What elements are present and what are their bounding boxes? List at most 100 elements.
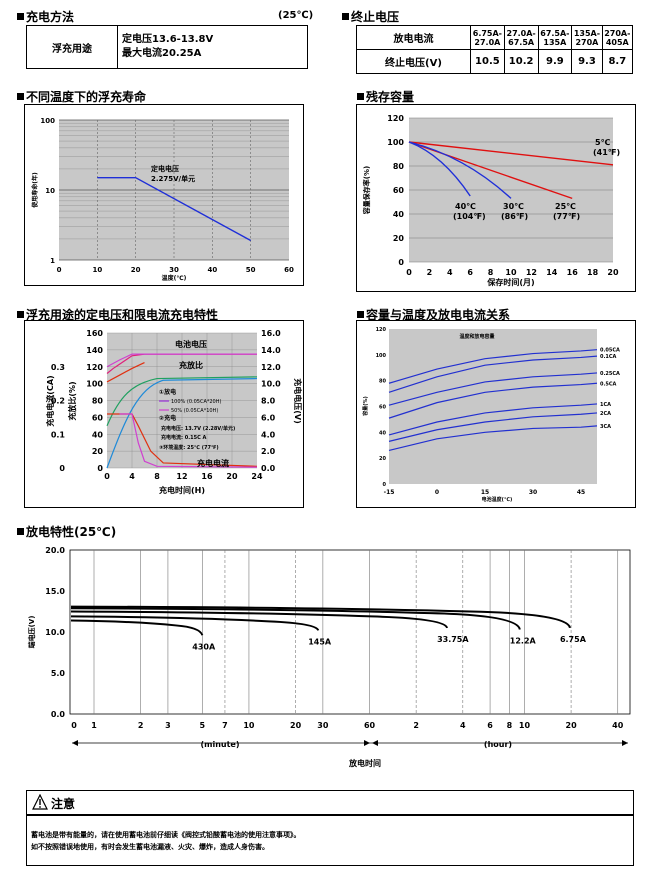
y-tick-label: 0.0 (51, 710, 66, 719)
inner-title: 温度和放电容量 (459, 333, 494, 340)
x-axis-label: 放电时间 (348, 758, 381, 768)
y-tick-ratio: 80 (92, 397, 104, 406)
y-tick-label: 100 (387, 138, 404, 147)
legend-discharge: ①放电 (159, 388, 176, 396)
discharge-svg: 0.0 5.0 10.0 15.0 20.0 430A 145A 33.75A 12.2A 6.… (27, 546, 631, 768)
x-tick-hour: 8 (507, 721, 513, 730)
charge-row-label: 浮充用途 (26, 25, 118, 69)
y-tick-ratio: 120 (86, 363, 103, 372)
discharge-curve (70, 605, 571, 629)
x-tick-label: 0 (435, 489, 439, 496)
y-tick-label: 0 (383, 482, 387, 488)
x-tick-label: 20 (131, 266, 141, 274)
voltage-curve-3 (106, 361, 145, 383)
cutoff-value: 10.2 (503, 49, 539, 74)
x-tick-min: 7 (222, 721, 228, 730)
x-tick-min: 0 (71, 721, 77, 730)
series-line (388, 425, 598, 451)
y-tick-ratio: 140 (86, 346, 103, 355)
grid (59, 119, 289, 261)
y-tick-voltage: 4.0 (261, 430, 276, 439)
cutoff-header-label: 放电电流 (356, 25, 471, 50)
x-tick-label: -15 (384, 489, 395, 496)
discharge-curve (70, 615, 320, 631)
series-lines (408, 141, 614, 200)
y-tick-voltage: 2.0 (261, 447, 276, 456)
curve-label: 430A (192, 642, 216, 651)
float-char-title: 浮充用途的定电压和限电流充电特性 (17, 306, 218, 323)
y-tick-label: 15.0 (45, 587, 65, 596)
y-tick-label: 100 (376, 353, 387, 359)
series-label: 0.05CA (600, 348, 620, 354)
cutoff-table: 放电电流 6.75A- 27.0A 27.0A- 67.5A 67.5A- 13… (356, 25, 634, 74)
legend-cc: 充电电流: 0.15C A (161, 434, 206, 441)
x-tick-hour: 4 (460, 721, 466, 730)
y-tick-voltage: 0.0 (261, 464, 276, 473)
ticks: 0 10 20 30 40 50 60 100 10 1 (40, 117, 294, 274)
warning-icon (32, 793, 48, 810)
y-tick-voltage: 16.0 (261, 329, 281, 338)
float-char-chart: 0 4 8 12 16 20 24 0 20 40 60 80 100 120 140 160 0.0 2.0 4.… (24, 320, 304, 508)
notice-header: 注意 (26, 790, 634, 816)
x-tick-label: 0 (406, 268, 412, 277)
y-tick-ratio: 40 (92, 430, 104, 439)
y-tick-voltage: 6.0 (261, 413, 276, 422)
y-tick-label: 10 (45, 187, 55, 195)
y-tick-label: 20 (379, 456, 386, 462)
y-tick-label: 120 (376, 327, 387, 333)
notice-body: 蓄电池是带有能量的，请在使用蓄电池前仔细读《阀控式铅酸蓄电池的使用注意事项》。 … (26, 814, 634, 866)
y-tick-ratio: 20 (92, 447, 104, 456)
float-life-title: 不同温度下的浮充寿命 (17, 88, 146, 105)
y-axis-label: 使用寿命(年) (31, 172, 39, 209)
series-label: 2CA (600, 411, 611, 417)
x-tick-label: 6 (467, 268, 473, 277)
x-tick-min: 2 (138, 721, 144, 730)
legend-d50: 50% (0.05CA*10H) (171, 408, 218, 414)
notice-line-2: 如不按照错误地使用，有时会发生蓄电池漏液、火灾、爆炸，造成人身伤害。 (31, 843, 269, 851)
notice-title: 注意 (51, 797, 76, 811)
y-tick-current: 0.3 (51, 363, 65, 372)
x-tick-label: 30 (169, 266, 179, 274)
series-sublabel: (104℉) (453, 212, 486, 221)
x-tick-label: 16 (201, 472, 213, 481)
x-tick-label: 12 (526, 268, 537, 277)
x-tick-label: 4 (447, 268, 453, 277)
x-tick-min: 3 (165, 721, 171, 730)
x-tick-label: 2 (427, 268, 433, 277)
x-tick-min: 1 (91, 721, 97, 730)
x-tick-hour: 10 (519, 721, 531, 730)
curve-label: 6.75A (560, 635, 587, 644)
x-tick-label: 45 (577, 489, 585, 496)
y-tick-label: 20.0 (45, 546, 65, 555)
series-label: 1CA (600, 402, 611, 408)
cutoff-col: 67.5A- 135A (537, 25, 573, 50)
y-axis-label-ratio: 充放比(%) (67, 381, 77, 420)
series-line (388, 372, 598, 406)
x-tick-label: 8 (154, 472, 160, 481)
minute-label: (minute) (200, 740, 239, 749)
y-tick-ratio: 60 (92, 413, 104, 422)
x-tick-label: 50 (246, 266, 256, 274)
x-axis-label: 电池温度(℃) (482, 496, 513, 503)
y-tick-current: 0 (59, 464, 65, 473)
x-axis-label: 温度(℃) (162, 274, 187, 282)
x-tick-hour: 6 (487, 721, 493, 730)
discharge-curve (70, 619, 204, 636)
discharge-chart: 0.0 5.0 10.0 15.0 20.0 430A 145A 33.75A 12.2A 6.… (20, 540, 635, 775)
curve-label: 145A (308, 637, 332, 646)
y-axis-label-current: 充电电流(CA) (45, 375, 55, 426)
x-tick-min: 20 (290, 721, 302, 730)
y-tick-label: 0 (398, 258, 404, 267)
y-tick-current: 0.1 (51, 430, 66, 439)
y-tick-ratio: 100 (86, 380, 103, 389)
series-label: 30℃ (503, 202, 524, 211)
x-tick-label: 0 (57, 266, 62, 274)
cutoff-value: 9.9 (537, 49, 573, 74)
y-axis-label: 端电压(V) (27, 616, 36, 649)
curves (106, 353, 258, 469)
x-tick-label: 40 (207, 266, 217, 274)
series-label: 0.25CA (600, 371, 620, 377)
y-tick-label: 40 (379, 430, 386, 436)
square-bullet-icon (17, 528, 24, 535)
x-tick-label: 4 (129, 472, 135, 481)
